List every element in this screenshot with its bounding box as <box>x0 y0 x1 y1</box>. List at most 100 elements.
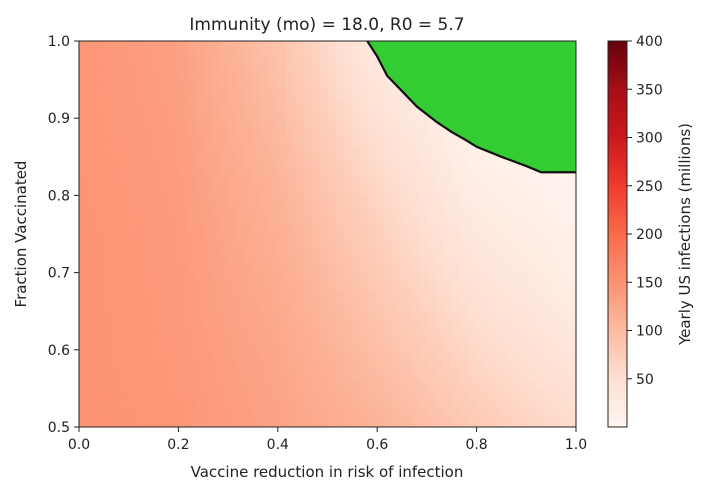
heatmap-cell <box>302 398 312 409</box>
heatmap-cell <box>476 253 486 264</box>
heatmap-cell <box>87 369 97 380</box>
heatmap-cell <box>244 359 254 370</box>
heatmap-cell <box>385 243 395 254</box>
heatmap-cell <box>194 234 204 245</box>
heatmap-cell <box>211 291 221 303</box>
heatmap-cell <box>360 176 370 187</box>
heatmap-cell <box>468 185 478 196</box>
heatmap-cell <box>286 224 295 235</box>
heatmap-cell <box>194 224 204 235</box>
heatmap-cell <box>393 214 403 225</box>
heatmap-cell <box>542 320 552 332</box>
heatmap-cell <box>377 185 387 196</box>
heatmap-cell <box>402 282 411 293</box>
heatmap-cell <box>551 378 561 389</box>
heatmap-cell <box>319 69 329 81</box>
heatmap-cell <box>451 234 461 245</box>
heatmap-cell <box>79 195 88 206</box>
heatmap-cell <box>443 340 453 351</box>
heatmap-cell <box>252 156 262 168</box>
heatmap-cell <box>145 205 155 216</box>
heatmap-cell <box>236 378 246 389</box>
heatmap-cell <box>542 369 552 380</box>
heatmap-cell <box>344 108 353 119</box>
heatmap-cell <box>286 108 295 119</box>
heatmap-cell <box>493 340 503 351</box>
heatmap-cell <box>87 224 97 235</box>
heatmap-cell <box>153 369 163 380</box>
colorbar-tick-label: 100 <box>636 324 663 340</box>
heatmap-cell <box>319 272 329 283</box>
heatmap-cell <box>501 340 511 351</box>
heatmap-cell <box>327 224 337 235</box>
heatmap-cell <box>460 137 469 148</box>
heatmap-cell <box>551 291 561 303</box>
heatmap-cell <box>112 417 122 427</box>
heatmap-cell <box>186 118 196 129</box>
heatmap-cell <box>402 378 411 389</box>
heatmap-cell <box>178 127 188 139</box>
heatmap-cell <box>310 234 320 245</box>
heatmap-cell <box>385 349 395 361</box>
heatmap-cell <box>319 205 329 216</box>
heatmap-cell <box>244 147 254 158</box>
heatmap-cell <box>567 369 576 380</box>
heatmap-cell <box>136 262 146 274</box>
heatmap-cell <box>236 234 246 245</box>
heatmap-cell <box>501 320 511 332</box>
heatmap-cell <box>534 398 544 409</box>
heatmap-cell <box>443 262 453 274</box>
heatmap-cell <box>244 398 254 409</box>
heatmap-cell <box>451 147 461 158</box>
heatmap-cell <box>426 262 436 274</box>
heatmap-cell <box>310 176 320 187</box>
heatmap-cell <box>236 398 246 409</box>
heatmap-cell <box>534 340 544 351</box>
heatmap-cell <box>236 253 246 264</box>
heatmap-cell <box>385 205 395 216</box>
heatmap-cell <box>534 282 544 293</box>
heatmap-cell <box>95 311 105 322</box>
heatmap-cell <box>402 234 411 245</box>
heatmap-cell <box>518 359 527 370</box>
heatmap-cell <box>302 262 312 274</box>
heatmap-cell <box>493 234 503 245</box>
heatmap-cell <box>352 176 362 187</box>
heatmap-cell <box>261 147 271 158</box>
heatmap-cell <box>145 176 155 187</box>
heatmap-cell <box>385 234 395 245</box>
heatmap-cell <box>244 417 254 427</box>
heatmap-cell <box>418 388 428 399</box>
heatmap-cell <box>443 407 453 418</box>
heatmap-cell <box>319 60 329 71</box>
heatmap-cell <box>534 185 544 196</box>
heatmap-cell <box>352 79 362 90</box>
heatmap-cell <box>277 272 287 283</box>
heatmap-cell <box>153 417 163 427</box>
heatmap-cell <box>310 378 320 389</box>
heatmap-cell <box>203 234 213 245</box>
heatmap-cell <box>460 147 469 158</box>
heatmap-cell <box>219 320 229 332</box>
heatmap-cell <box>526 224 536 235</box>
heatmap-cell <box>269 108 279 119</box>
heatmap-cell <box>128 340 138 351</box>
heatmap-cell <box>136 127 146 139</box>
heatmap-cell <box>286 79 295 90</box>
heatmap-cell <box>542 398 552 409</box>
heatmap-cell <box>493 214 503 225</box>
heatmap-cell <box>302 301 312 312</box>
heatmap-cell <box>269 253 279 264</box>
heatmap-cell <box>228 407 237 418</box>
heatmap-cell <box>542 272 552 283</box>
heatmap-cell <box>194 195 204 206</box>
heatmap-cell <box>211 359 221 370</box>
heatmap-cell <box>476 214 486 225</box>
heatmap-cell <box>551 272 561 283</box>
heatmap-cell <box>368 407 378 418</box>
heatmap-cell <box>112 311 122 322</box>
heatmap-cell <box>501 369 511 380</box>
heatmap-cell <box>286 185 295 196</box>
heatmap-cell <box>153 378 163 389</box>
heatmap-cell <box>87 176 97 187</box>
